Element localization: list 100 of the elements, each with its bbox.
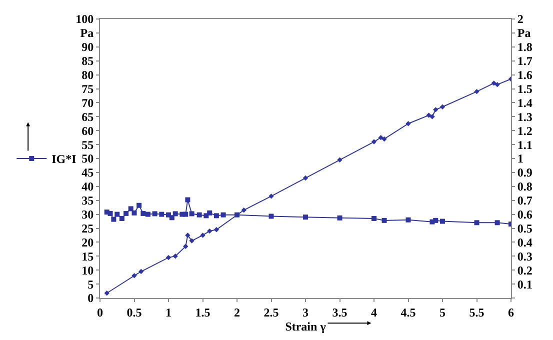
- y-tick-label: 75: [82, 82, 94, 96]
- point: [303, 214, 308, 220]
- y-tick-label: 90: [82, 40, 94, 54]
- point: [152, 211, 158, 216]
- x-tick-label: 5.5: [469, 305, 484, 320]
- y-tick-label: 20: [82, 235, 94, 250]
- point: [494, 220, 500, 226]
- point: [119, 216, 124, 221]
- y2-tick-label: 1.7: [517, 54, 532, 68]
- y-tick-label: 50: [82, 152, 94, 166]
- point: [440, 104, 446, 110]
- y-tick-label: 55: [82, 138, 94, 152]
- x-tick-label: 0: [97, 305, 103, 320]
- point: [185, 232, 190, 238]
- point: [406, 217, 411, 222]
- y2-tick-label: 0.6: [517, 208, 532, 222]
- point: [241, 208, 246, 213]
- point: [268, 194, 274, 199]
- point: [372, 216, 376, 221]
- point: [189, 238, 194, 244]
- y-tick-label: 5: [88, 277, 94, 292]
- y-tick-label: Pa: [80, 26, 94, 40]
- y-tick-label: 45: [82, 166, 94, 180]
- y2-tick-label: 1.6: [517, 68, 532, 82]
- point: [132, 210, 137, 216]
- point: [214, 213, 219, 218]
- point: [382, 136, 387, 142]
- point: [114, 212, 120, 217]
- y-tick-label: 25: [82, 221, 94, 236]
- point: [108, 210, 113, 216]
- y-tick-label: 40: [82, 180, 94, 194]
- y2-tick-label: Pa: [517, 26, 531, 40]
- point: [214, 227, 220, 232]
- point: [104, 290, 110, 296]
- x-tick-label: 6: [508, 305, 514, 320]
- y2-tick-label: 0.4: [517, 235, 532, 250]
- x-tick-label: 1: [166, 305, 172, 320]
- point: [337, 215, 342, 220]
- point: [207, 210, 212, 216]
- point: [494, 82, 500, 88]
- point: [145, 212, 150, 217]
- x-tick-label: 4.5: [400, 305, 416, 320]
- y2-tick-label: 1.2: [517, 124, 532, 138]
- point: [166, 254, 172, 260]
- x-tick-label: 1.5: [195, 305, 210, 320]
- point: [302, 175, 308, 181]
- y2-tick-label: 0.8: [517, 180, 532, 194]
- point: [207, 228, 212, 234]
- point: [136, 202, 142, 208]
- y2-tick-label: 0.1: [517, 277, 532, 292]
- y-tick-label: 60: [82, 124, 94, 138]
- x-tick-label: 3.5: [332, 305, 348, 320]
- y-tick-label: 65: [82, 110, 94, 124]
- point: [426, 112, 432, 118]
- y-tick-label: 10: [82, 263, 94, 278]
- y2-tick-label: 1: [517, 152, 524, 166]
- y-tick-label: 85: [82, 54, 94, 68]
- point: [337, 157, 342, 162]
- x-tick-label: 4: [371, 305, 377, 320]
- y2-tick-label: 1.1: [517, 138, 532, 152]
- point: [378, 134, 384, 140]
- point: [406, 121, 411, 126]
- y2-tick-label: 0.3: [517, 249, 532, 264]
- point: [140, 210, 146, 216]
- y2-tick-label: 0.9: [517, 166, 532, 180]
- y2-tick-label: 2: [517, 12, 524, 26]
- point: [124, 210, 129, 216]
- y2-tick-label: 0.5: [517, 221, 532, 236]
- point: [132, 273, 137, 278]
- legend-label: IG*I: [52, 152, 77, 166]
- point: [183, 212, 188, 217]
- point: [474, 88, 480, 94]
- point: [200, 232, 206, 238]
- y2-tick-label: 1.4: [517, 96, 532, 110]
- y-tick-label: 30: [82, 208, 94, 222]
- point: [474, 220, 480, 226]
- point: [138, 268, 144, 274]
- point: [440, 218, 445, 224]
- x-tick-label: 5: [440, 305, 446, 320]
- point: [433, 107, 438, 112]
- point: [433, 218, 438, 223]
- x-axis-title: Strain γ: [285, 319, 326, 334]
- y2-tick-label: 0.2: [517, 263, 532, 278]
- point: [169, 215, 174, 220]
- x-tick-label: 2.5: [264, 305, 279, 320]
- point: [371, 139, 377, 144]
- y-tick-label: 15: [82, 249, 94, 264]
- point: [172, 211, 178, 216]
- point: [111, 216, 116, 222]
- y2-tick-label: 1.5: [517, 82, 532, 96]
- y2-tick-label: 0.7: [517, 194, 532, 208]
- y2-tick-label: 1.3: [517, 110, 532, 124]
- point: [430, 114, 435, 120]
- y-tick-label: 0: [88, 291, 94, 306]
- point: [189, 211, 194, 216]
- x-tick-label: 3: [302, 305, 308, 320]
- y-tick-label: 35: [82, 194, 94, 208]
- point: [382, 218, 387, 223]
- point: [268, 214, 274, 219]
- point: [183, 244, 188, 249]
